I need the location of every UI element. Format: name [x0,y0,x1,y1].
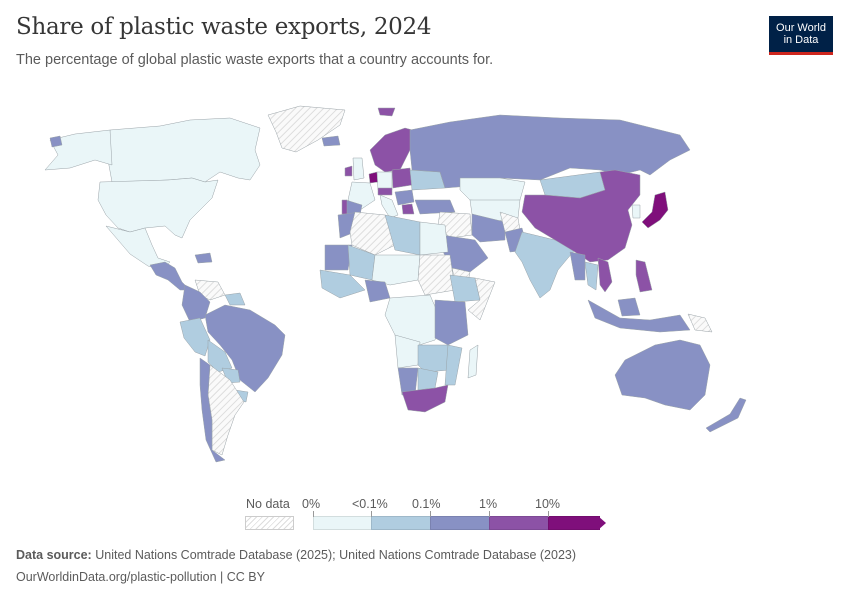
legend-tick [548,511,549,517]
region-japan [641,191,669,229]
legend-tick [430,511,431,517]
legend-no-data-swatch[interactable] [245,516,294,530]
region-germany [376,171,393,191]
legend-tick [371,511,372,517]
legend-tick [489,511,490,517]
region-thailand [584,261,599,291]
region-botswana [417,367,439,391]
region-brazil [204,304,286,393]
legend-arrow-icon [598,516,606,530]
region-svalbard [377,107,396,117]
legend-label-3: 1% [479,497,498,511]
region-italy [379,194,399,219]
owid-logo[interactable]: Our World in Data [769,16,833,55]
region-balkans [394,189,415,206]
region-east-africa [434,299,469,346]
page-subtitle: The percentage of global plastic waste e… [16,52,494,68]
region-mozambique [444,344,463,386]
legend-tick [313,511,314,517]
region-turkey [414,199,456,215]
legend-label-1: <0.1% [352,497,388,511]
legend-bin-2[interactable] [430,516,490,530]
region-china [521,169,641,263]
region-united-kingdom [352,157,365,181]
page-title: Share of plastic waste exports, 2024 [16,14,432,40]
legend-label-4: 10% [535,497,561,511]
data-source-text: United Nations Comtrade Database (2025);… [95,548,577,562]
region-borneo [617,297,641,317]
region-colombia [181,284,211,323]
region-chile [199,357,226,463]
region-korea [631,204,641,219]
region-central-africa [384,294,441,349]
region-iraq-syria [437,211,473,239]
region-indonesia [587,299,691,333]
color-legend: No data 0% <0.1% 0.1% 1% 10% [240,497,620,537]
region-greenland [267,105,346,153]
legend-bin-0[interactable] [313,516,372,530]
region-vietnam [597,257,613,293]
region-west-africa [319,269,366,299]
region-portugal [341,199,348,215]
region-poland [391,167,413,189]
region-peru [179,317,211,357]
region-new-zealand [705,397,747,433]
region-netherlands [368,171,379,184]
region-greece [401,203,415,215]
region-central-america [149,261,191,291]
legend-label-2: 0.1% [412,497,441,511]
legend-bin-1[interactable] [371,516,431,530]
footer-url[interactable]: OurWorldinData.org/plastic-pollution | C… [16,570,265,584]
region-mexico [105,225,171,271]
region-egypt [419,221,449,256]
region-austria [377,187,393,196]
region-iceland [321,135,341,147]
legend-label-0: 0% [302,497,321,511]
logo-line-1: Our World [776,22,826,34]
region-alaska [44,129,113,171]
region-madagascar [467,344,479,379]
data-source: Data source: United Nations Comtrade Dat… [16,548,576,562]
region-south-africa [401,384,449,413]
region-australia [614,339,711,411]
region-guianas [224,292,246,306]
region-sudan [417,254,456,296]
region-united-states [97,177,219,239]
region-ireland [344,165,353,177]
region-iran [471,213,506,243]
world-map[interactable] [0,95,850,495]
region-aleutian-islands [49,135,63,148]
region-ukraine [409,169,446,191]
region-niger-chad [371,254,421,286]
legend-no-data-label: No data [246,497,290,511]
data-source-label: Data source: [16,548,92,562]
region-somalia [467,277,496,321]
logo-line-2: in Data [783,34,819,46]
region-myanmar [569,251,586,281]
legend-bin-3[interactable] [489,516,549,530]
region-zambia-zimbabwe [417,344,451,373]
region-philippines [635,259,653,293]
region-russia [409,114,691,189]
region-kazakhstan [459,177,526,203]
region-papua-new-guinea [687,313,713,333]
region-caribbean [194,252,213,264]
region-canada [107,117,261,183]
region-mauritania [324,244,353,271]
legend-bin-4[interactable] [548,516,600,530]
